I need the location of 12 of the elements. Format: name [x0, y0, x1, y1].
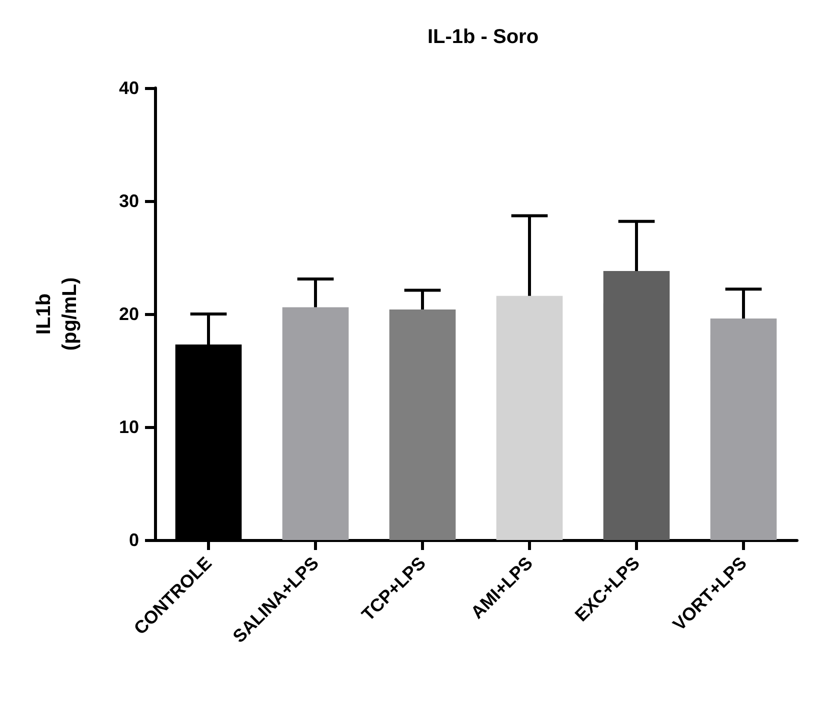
- bar: [282, 307, 349, 540]
- bar: [389, 309, 456, 540]
- bar: [710, 318, 777, 540]
- y-tick-label: 30: [118, 191, 139, 211]
- y-tick-label: 10: [118, 417, 139, 437]
- chart-title: IL-1b - Soro: [427, 26, 539, 48]
- bar: [603, 271, 670, 540]
- y-tick-label: 0: [128, 530, 139, 550]
- y-axis-title: IL1b (pg/mL): [33, 277, 81, 351]
- y-tick-label: 40: [118, 78, 139, 98]
- y-tick-label: 20: [118, 304, 139, 324]
- bar: [496, 296, 563, 540]
